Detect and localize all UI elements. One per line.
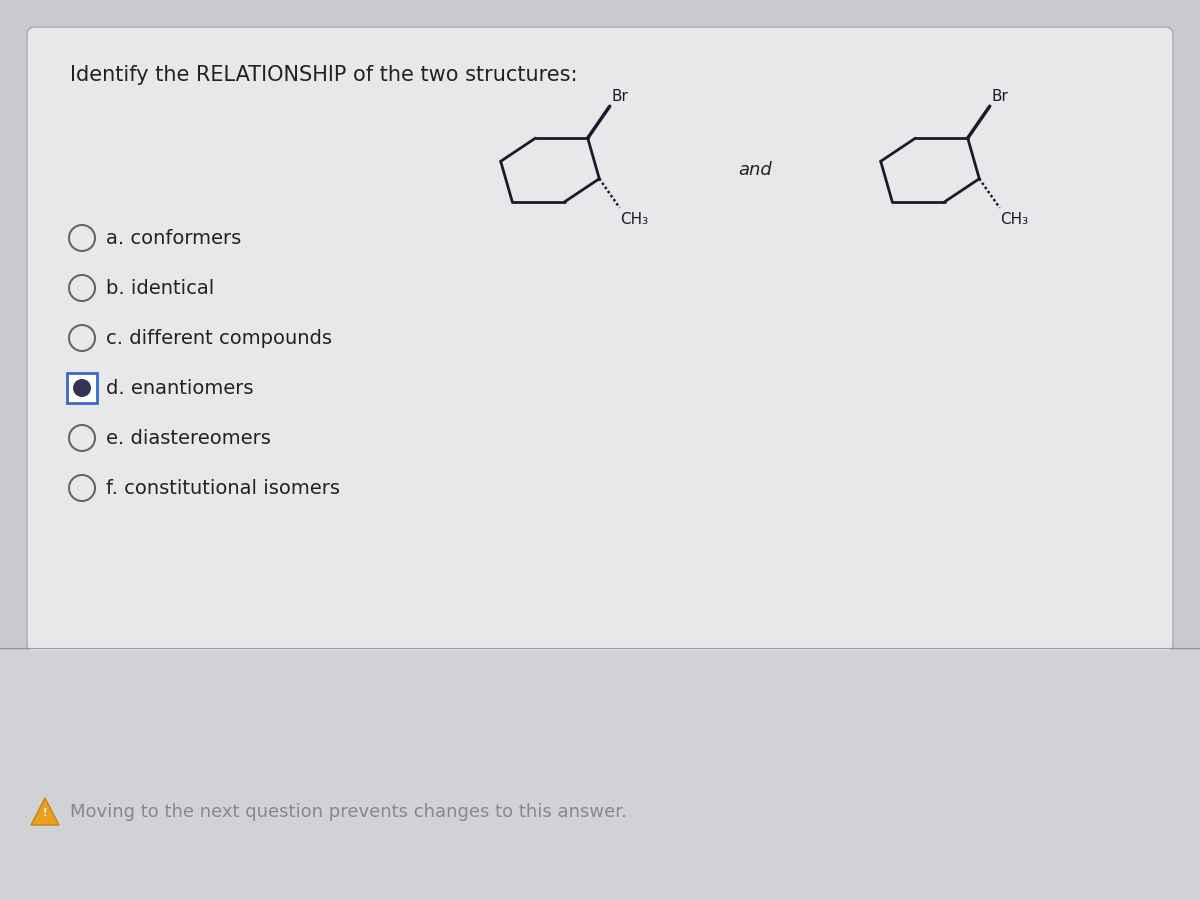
Text: f. constitutional isomers: f. constitutional isomers (106, 479, 340, 498)
Text: Br: Br (612, 89, 629, 104)
Text: Identify the RELATIONSHIP of the two structures:: Identify the RELATIONSHIP of the two str… (70, 65, 577, 85)
FancyBboxPatch shape (67, 373, 97, 403)
Text: a. conformers: a. conformers (106, 229, 241, 248)
Polygon shape (31, 798, 59, 825)
Text: d. enantiomers: d. enantiomers (106, 379, 253, 398)
Text: b. identical: b. identical (106, 278, 215, 298)
Text: Br: Br (991, 89, 1009, 104)
Text: e. diastereomers: e. diastereomers (106, 428, 271, 447)
Text: CH₃: CH₃ (1001, 212, 1028, 227)
Circle shape (73, 379, 91, 397)
Text: c. different compounds: c. different compounds (106, 328, 332, 347)
Text: !: ! (43, 808, 47, 818)
Text: and: and (738, 161, 772, 179)
Text: CH₃: CH₃ (620, 212, 649, 227)
FancyBboxPatch shape (26, 27, 1174, 653)
Bar (0, 650, 1200, 900)
Text: Moving to the next question prevents changes to this answer.: Moving to the next question prevents cha… (70, 803, 626, 821)
